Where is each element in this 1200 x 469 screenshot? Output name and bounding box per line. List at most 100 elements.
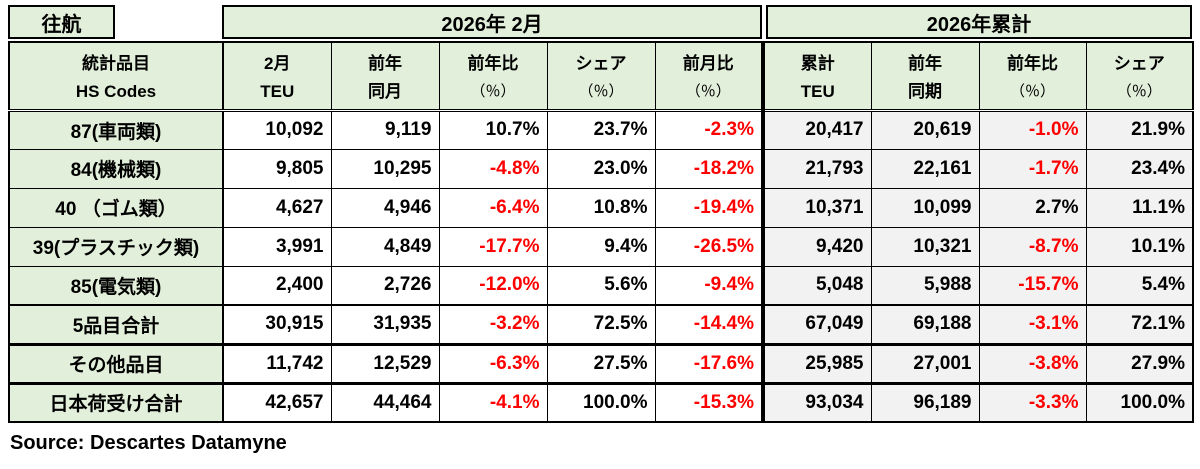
column-header: 前月比 （％） <box>654 41 764 112</box>
report-page: 往航 2026年 2月 2026年累計 統計品目 HS Codes 2月 TEU… <box>8 5 1194 454</box>
table-cell: -15.7% <box>978 265 1087 306</box>
table-cell: 31,935 <box>330 304 440 345</box>
table-cell: 11.1% <box>1085 187 1194 228</box>
column-header: 前年比 （％） <box>438 41 548 112</box>
table-cell: 72.5% <box>546 304 656 345</box>
table-cell: -4.8% <box>438 148 548 189</box>
table-cell: 5,048 <box>761 265 872 306</box>
table-cell: 21,793 <box>761 148 872 189</box>
table-cell: 23.7% <box>546 109 656 150</box>
table-title-band: 往航 2026年 2月 2026年累計 <box>8 5 1192 39</box>
table-cell: 69,188 <box>870 304 980 345</box>
table-cell: 9,420 <box>761 226 872 267</box>
table-cell: 4,946 <box>330 187 440 228</box>
row-label-cell: 85(電気類) <box>8 265 224 306</box>
table-cell: -14.4% <box>654 304 764 345</box>
stub-header-line1: 統計品目 <box>82 53 150 73</box>
table-cell: 10,295 <box>330 148 440 189</box>
table-cell: -19.4% <box>654 187 764 228</box>
table-cell: 27.9% <box>1085 342 1194 384</box>
table-cell: -3.1% <box>978 304 1087 345</box>
table-cell: 2,726 <box>330 265 440 306</box>
table-cell: 27.5% <box>546 342 656 384</box>
table-cell: 23.0% <box>546 148 656 189</box>
row-label-cell: 84(機械類) <box>8 148 224 189</box>
table-cell: 44,464 <box>330 381 440 423</box>
column-header: 累計 TEU <box>761 41 872 112</box>
table-cell: 30,915 <box>222 304 332 345</box>
table-header-row: 統計品目 HS Codes 2月 TEU 前年 同月 前年比 （％） シェア （… <box>8 41 1194 112</box>
table-cell: 2,400 <box>222 265 332 306</box>
band-spacer <box>115 5 222 39</box>
table-row: 84(機械類) 9,805 10,295 -4.8% 23.0% -18.2% … <box>8 148 1194 189</box>
table-cell: 5.4% <box>1085 265 1194 306</box>
table-cell: 67,049 <box>761 304 872 345</box>
table-cell: 25,985 <box>761 342 872 384</box>
column-header: シェア （％） <box>546 41 656 112</box>
section-title-month: 2026年 2月 <box>222 5 762 39</box>
table-cell: 3,991 <box>222 226 332 267</box>
column-header: 前年 同期 <box>870 41 980 112</box>
table-cell: 72.1% <box>1085 304 1194 345</box>
stub-header-line2: HS Codes <box>75 82 157 101</box>
column-header: 2月 TEU <box>222 41 332 112</box>
row-label-cell: 87(車両類) <box>8 109 224 150</box>
table-cell: -18.2% <box>654 148 764 189</box>
column-header: 前年比 （％） <box>978 41 1087 112</box>
table-cell: 5,988 <box>870 265 980 306</box>
table-cell: 9,805 <box>222 148 332 189</box>
table-cell: 9.4% <box>546 226 656 267</box>
table-cell: 20,417 <box>761 109 872 150</box>
row-label-cell: 5品目合計 <box>8 304 224 345</box>
table-row: 85(電気類) 2,400 2,726 -12.0% 5.6% -9.4% 5,… <box>8 265 1194 306</box>
table-cell: -15.3% <box>654 381 764 423</box>
table-cell: -26.5% <box>654 226 764 267</box>
table-cell: 10.8% <box>546 187 656 228</box>
column-header: 前年 同月 <box>330 41 440 112</box>
table-cell: -8.7% <box>978 226 1087 267</box>
table-cell: 2.7% <box>978 187 1087 228</box>
table-cell: 100.0% <box>1085 381 1194 423</box>
table-cell: 10,371 <box>761 187 872 228</box>
table-cell: -3.8% <box>978 342 1087 384</box>
table-cell: 96,189 <box>870 381 980 423</box>
table-cell: -1.0% <box>978 109 1087 150</box>
section-title-cumulative: 2026年累計 <box>766 5 1192 39</box>
row-label-cell: 39(プラスチック類) <box>8 226 224 267</box>
table-cell: 10,321 <box>870 226 980 267</box>
table-cell: 42,657 <box>222 381 332 423</box>
statistics-table: 統計品目 HS Codes 2月 TEU 前年 同月 前年比 （％） シェア （… <box>8 41 1194 423</box>
table-row-others: その他品目 11,742 12,529 -6.3% 27.5% -17.6% 2… <box>8 342 1194 384</box>
table-cell: 93,034 <box>761 381 872 423</box>
stub-header-cell: 統計品目 HS Codes <box>8 41 224 112</box>
table-cell: -3.3% <box>978 381 1087 423</box>
row-label-cell: その他品目 <box>8 342 224 384</box>
table-cell: 27,001 <box>870 342 980 384</box>
table-cell: 21.9% <box>1085 109 1194 150</box>
table-cell: -2.3% <box>654 109 764 150</box>
table-cell: 11,742 <box>222 342 332 384</box>
table-cell: -4.1% <box>438 381 548 423</box>
table-cell: -6.3% <box>438 342 548 384</box>
table-cell: 22,161 <box>870 148 980 189</box>
table-cell: -17.7% <box>438 226 548 267</box>
table-cell: -17.6% <box>654 342 764 384</box>
table-cell: 10,092 <box>222 109 332 150</box>
table-cell: 10.1% <box>1085 226 1194 267</box>
direction-label: 往航 <box>8 5 115 39</box>
table-row: 40 （ゴム類） 4,627 4,946 -6.4% 10.8% -19.4% … <box>8 187 1194 228</box>
table-cell: 100.0% <box>546 381 656 423</box>
table-cell: 4,627 <box>222 187 332 228</box>
table-cell: 10,099 <box>870 187 980 228</box>
table-row: 39(プラスチック類) 3,991 4,849 -17.7% 9.4% -26.… <box>8 226 1194 267</box>
source-credit: Source: Descartes Datamyne <box>10 432 287 454</box>
row-label-cell: 40 （ゴム類） <box>8 187 224 228</box>
table-cell: 23.4% <box>1085 148 1194 189</box>
table-cell: -6.4% <box>438 187 548 228</box>
table-row-subtotal: 5品目合計 30,915 31,935 -3.2% 72.5% -14.4% 6… <box>8 304 1194 345</box>
table-row: 87(車両類) 10,092 9,119 10.7% 23.7% -2.3% 2… <box>8 109 1194 150</box>
row-label-cell: 日本荷受け合計 <box>8 381 224 423</box>
table-cell: 4,849 <box>330 226 440 267</box>
table-cell: -12.0% <box>438 265 548 306</box>
table-cell: 5.6% <box>546 265 656 306</box>
